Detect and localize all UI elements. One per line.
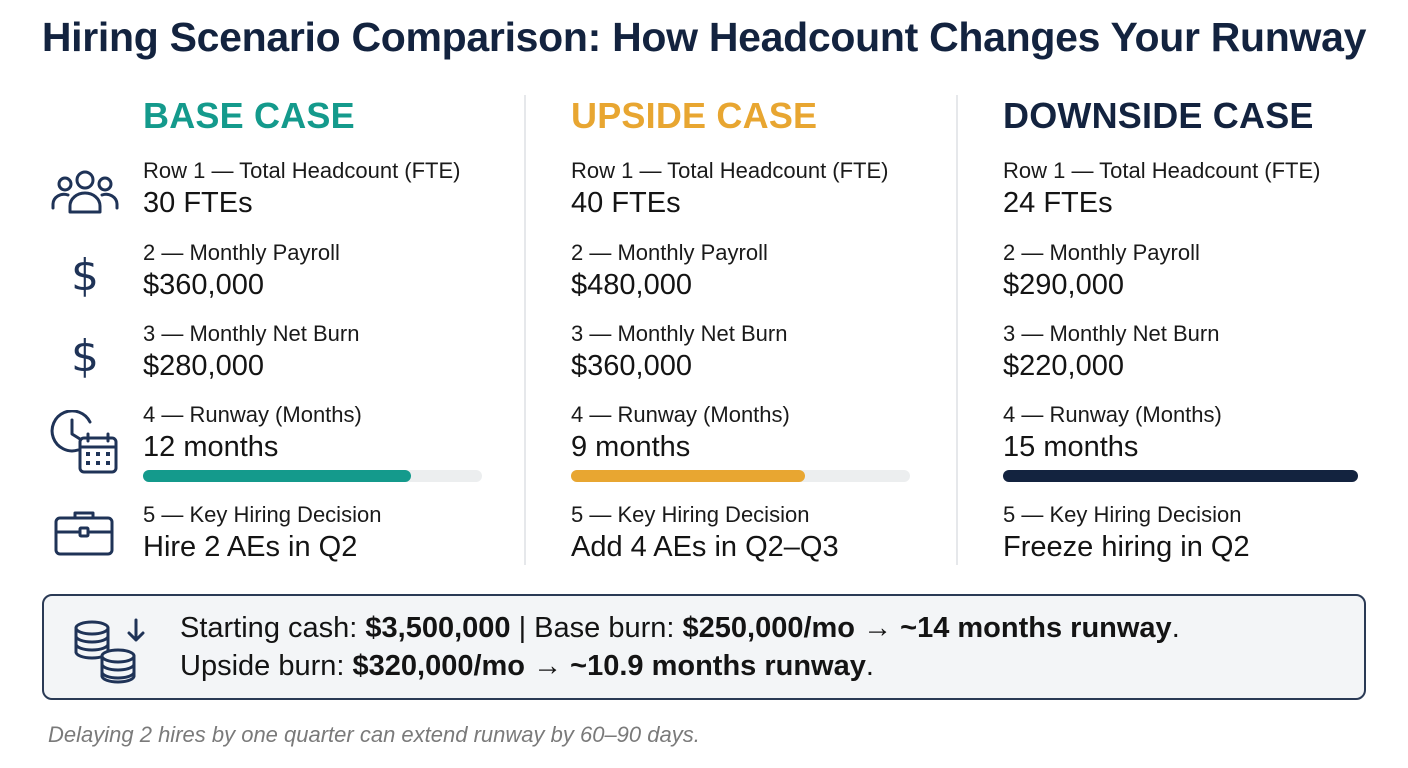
- dollar-icon: $: [50, 327, 120, 379]
- metric-value: 40 FTEs: [571, 187, 681, 219]
- metric-value: Add 4 AEs in Q2–Q3: [571, 531, 839, 563]
- metric-value: $280,000: [143, 350, 264, 382]
- summary-line-1: Starting cash: $3,500,000 | Base burn: $…: [180, 612, 1180, 645]
- upside-burn-value: $320,000/mo: [352, 650, 526, 682]
- runway-bar-track: [1003, 470, 1358, 482]
- metric-value: $220,000: [1003, 350, 1124, 382]
- headcount-metric: Row 1 — Total Headcount (FTE) 24 FTEs: [1003, 158, 1321, 220]
- runway-metric: 4 — Runway (Months) 9 months: [571, 402, 790, 464]
- footnote: Delaying 2 hires by one quarter can exte…: [48, 722, 700, 747]
- metric-value: Freeze hiring in Q2: [1003, 531, 1250, 563]
- hiring-decision-metric: 5 — Key Hiring Decision Hire 2 AEs in Q2: [143, 502, 381, 564]
- metric-label: 3 — Monthly Net Burn: [1003, 321, 1220, 346]
- payroll-metric: 2 — Monthly Payroll $290,000: [1003, 240, 1200, 302]
- runway-metric: 4 — Runway (Months) 15 months: [1003, 402, 1222, 464]
- cash-summary-box: Starting cash: $3,500,000 | Base burn: $…: [42, 594, 1366, 700]
- metric-value: 30 FTEs: [143, 187, 253, 219]
- summary-text: .: [865, 650, 874, 682]
- metric-value: 15 months: [1003, 431, 1139, 463]
- svg-text:$: $: [71, 250, 99, 298]
- metric-label: 2 — Monthly Payroll: [143, 240, 340, 265]
- summary-text: →: [855, 612, 901, 644]
- metric-label: 4 — Runway (Months): [1003, 402, 1222, 427]
- page-title: Hiring Scenario Comparison: How Headcoun…: [41, 14, 1367, 60]
- dollar-icon: $: [50, 246, 120, 298]
- metric-value: $360,000: [143, 269, 264, 301]
- metric-label: Row 1 — Total Headcount (FTE): [571, 158, 889, 183]
- column-divider: [524, 95, 526, 565]
- column-divider: [956, 95, 958, 565]
- summary-text: →: [525, 650, 571, 682]
- summary-line-2: Upside burn: $320,000/mo → ~10.9 months …: [180, 650, 874, 683]
- summary-text: Starting cash:: [180, 612, 366, 644]
- svg-text:$: $: [71, 331, 99, 379]
- downside-case-column: DOWNSIDE CASE Row 1 — Total Headcount (F…: [1003, 94, 1359, 563]
- coins-down-icon: [72, 618, 148, 689]
- metric-label: 5 — Key Hiring Decision: [1003, 502, 1242, 527]
- people-icon: [50, 166, 120, 216]
- metric-label: 4 — Runway (Months): [571, 402, 790, 427]
- summary-text: Upside burn:: [180, 650, 353, 682]
- hiring-decision-metric: 5 — Key Hiring Decision Add 4 AEs in Q2–…: [571, 502, 839, 564]
- summary-text: .: [1171, 612, 1180, 644]
- metric-label: 3 — Monthly Net Burn: [571, 321, 788, 346]
- net-burn-metric: 3 — Monthly Net Burn $360,000: [571, 321, 787, 383]
- net-burn-metric: 3 — Monthly Net Burn $280,000: [143, 321, 359, 383]
- runway-metric: 4 — Runway (Months) 12 months: [143, 402, 362, 464]
- metric-value: $360,000: [571, 350, 692, 382]
- base-case-heading: BASE CASE: [143, 95, 355, 136]
- base-burn-value: $250,000/mo: [682, 612, 856, 644]
- runway-bar-fill: [1003, 470, 1358, 482]
- runway-bar-track: [143, 470, 482, 482]
- downside-case-heading: DOWNSIDE CASE: [1003, 95, 1314, 136]
- metric-label: Row 1 — Total Headcount (FTE): [1003, 158, 1321, 183]
- clock-calendar-icon: [50, 410, 122, 476]
- payroll-metric: 2 — Monthly Payroll $360,000: [143, 240, 340, 302]
- metric-value: Hire 2 AEs in Q2: [143, 531, 358, 563]
- metric-label: 4 — Runway (Months): [143, 402, 362, 427]
- metric-label: 2 — Monthly Payroll: [1003, 240, 1200, 265]
- base-case-column: BASE CASE Row 1 — Total Headcount (FTE) …: [143, 94, 483, 563]
- metric-label: 3 — Monthly Net Burn: [143, 321, 360, 346]
- metric-value: 24 FTEs: [1003, 187, 1113, 219]
- hiring-decision-metric: 5 — Key Hiring Decision Freeze hiring in…: [1003, 502, 1250, 564]
- starting-cash-value: $3,500,000: [365, 612, 511, 644]
- upside-case-heading: UPSIDE CASE: [571, 95, 818, 136]
- briefcase-icon: [50, 508, 120, 558]
- metric-value: $480,000: [571, 269, 692, 301]
- headcount-metric: Row 1 — Total Headcount (FTE) 40 FTEs: [571, 158, 889, 220]
- metric-value: $290,000: [1003, 269, 1124, 301]
- summary-text: | Base burn:: [510, 612, 683, 644]
- metric-label: Row 1 — Total Headcount (FTE): [143, 158, 461, 183]
- runway-bar-track: [571, 470, 910, 482]
- metric-value: 9 months: [571, 431, 691, 463]
- upside-runway-value: ~10.9 months runway: [570, 650, 866, 682]
- runway-bar-fill: [143, 470, 411, 482]
- metric-label: 5 — Key Hiring Decision: [143, 502, 382, 527]
- metric-label: 2 — Monthly Payroll: [571, 240, 768, 265]
- runway-bar-fill: [571, 470, 805, 482]
- metric-value: 12 months: [143, 431, 279, 463]
- base-runway-value: ~14 months runway: [900, 612, 1172, 644]
- headcount-metric: Row 1 — Total Headcount (FTE) 30 FTEs: [143, 158, 461, 220]
- net-burn-metric: 3 — Monthly Net Burn $220,000: [1003, 321, 1219, 383]
- payroll-metric: 2 — Monthly Payroll $480,000: [571, 240, 768, 302]
- metric-label: 5 — Key Hiring Decision: [571, 502, 810, 527]
- upside-case-column: UPSIDE CASE Row 1 — Total Headcount (FTE…: [571, 94, 911, 563]
